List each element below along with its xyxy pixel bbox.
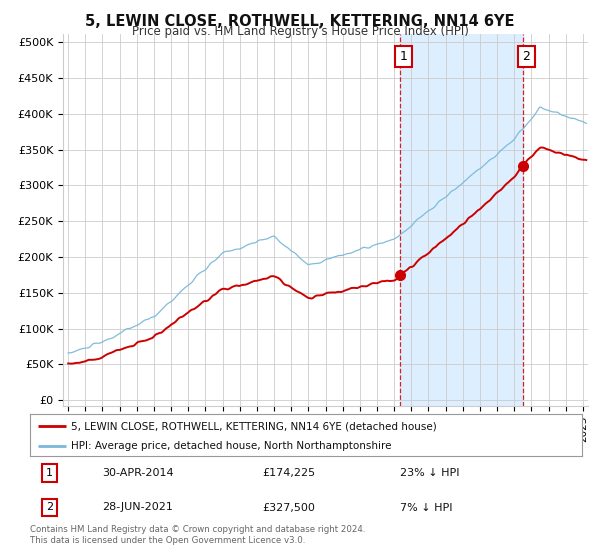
Text: Price paid vs. HM Land Registry's House Price Index (HPI): Price paid vs. HM Land Registry's House … xyxy=(131,25,469,38)
Text: 7% ↓ HPI: 7% ↓ HPI xyxy=(400,502,452,512)
Text: 1: 1 xyxy=(399,50,407,63)
Text: 2: 2 xyxy=(522,50,530,63)
Text: 5, LEWIN CLOSE, ROTHWELL, KETTERING, NN14 6YE (detached house): 5, LEWIN CLOSE, ROTHWELL, KETTERING, NN1… xyxy=(71,421,437,431)
Text: 23% ↓ HPI: 23% ↓ HPI xyxy=(400,468,460,478)
Text: 2: 2 xyxy=(46,502,53,512)
Bar xyxy=(400,34,523,406)
Text: £174,225: £174,225 xyxy=(262,468,315,478)
Text: 5, LEWIN CLOSE, ROTHWELL, KETTERING, NN14 6YE: 5, LEWIN CLOSE, ROTHWELL, KETTERING, NN1… xyxy=(85,14,515,29)
Text: 1: 1 xyxy=(46,468,53,478)
Text: £327,500: £327,500 xyxy=(262,502,315,512)
Text: 28-JUN-2021: 28-JUN-2021 xyxy=(102,502,173,512)
Text: Contains HM Land Registry data © Crown copyright and database right 2024.
This d: Contains HM Land Registry data © Crown c… xyxy=(30,525,365,545)
Text: 30-APR-2014: 30-APR-2014 xyxy=(102,468,173,478)
Text: HPI: Average price, detached house, North Northamptonshire: HPI: Average price, detached house, Nort… xyxy=(71,441,392,451)
